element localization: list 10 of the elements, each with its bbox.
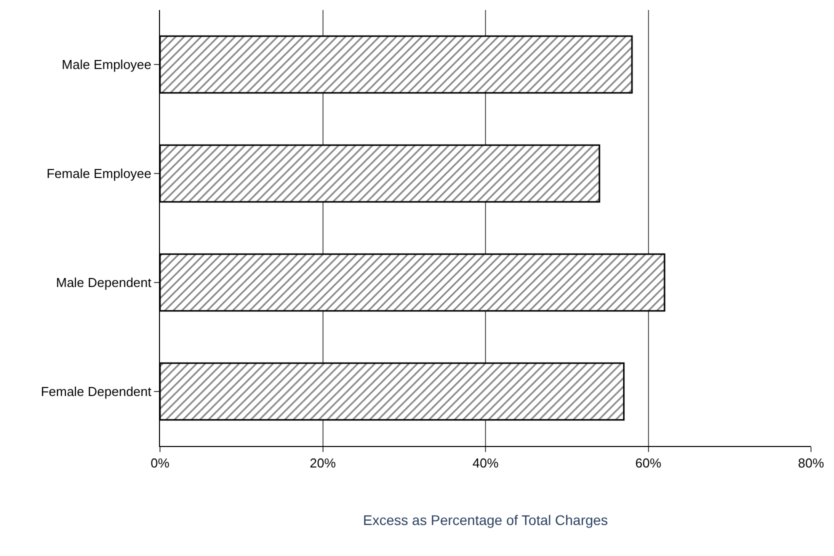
x-tick-label: 60% bbox=[635, 456, 662, 471]
y-tick-label: Male Employee bbox=[62, 57, 152, 72]
x-axis-title: Excess as Percentage of Total Charges bbox=[363, 512, 608, 528]
y-tick-label: Female Dependent bbox=[40, 384, 152, 400]
x-tick-label: 40% bbox=[472, 456, 499, 471]
x-tick-label: 80% bbox=[798, 456, 824, 471]
y-tick-label: Female Employee bbox=[46, 166, 152, 182]
x-tick-label: 0% bbox=[150, 456, 170, 471]
x-tick-label: 20% bbox=[310, 456, 336, 471]
y-tick-label: Male Dependent bbox=[56, 275, 152, 290]
